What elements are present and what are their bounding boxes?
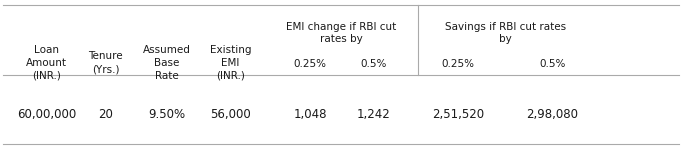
Text: 0.25%: 0.25%: [442, 59, 475, 69]
Text: Savings if RBI cut rates
by: Savings if RBI cut rates by: [445, 22, 566, 44]
Text: Tenure
(Yrs.): Tenure (Yrs.): [89, 51, 123, 74]
Text: 0.25%: 0.25%: [294, 59, 327, 69]
Text: 9.50%: 9.50%: [149, 108, 186, 121]
Text: EMI change if RBI cut
rates by: EMI change if RBI cut rates by: [286, 22, 396, 44]
Text: 0.5%: 0.5%: [539, 59, 565, 69]
Text: Loan
Amount
(INR.): Loan Amount (INR.): [26, 45, 67, 81]
Text: 20: 20: [98, 108, 113, 121]
Text: 1,048: 1,048: [293, 108, 327, 121]
Text: 56,000: 56,000: [210, 108, 251, 121]
Text: Existing
EMI
(INR.): Existing EMI (INR.): [210, 45, 251, 81]
Text: 0.5%: 0.5%: [361, 59, 387, 69]
Text: 1,242: 1,242: [357, 108, 391, 121]
Text: 60,00,000: 60,00,000: [17, 108, 76, 121]
Text: 2,98,080: 2,98,080: [527, 108, 578, 121]
Text: 2,51,520: 2,51,520: [432, 108, 484, 121]
Text: Assumed
Base
Rate: Assumed Base Rate: [143, 45, 191, 81]
